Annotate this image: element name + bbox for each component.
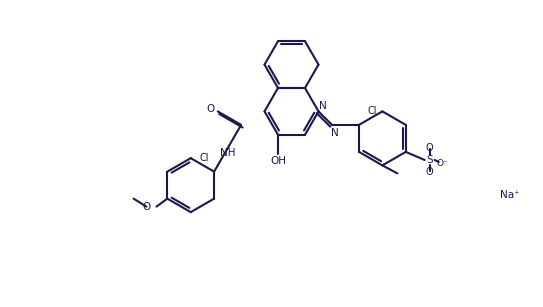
Text: Cl: Cl <box>368 107 377 116</box>
Text: N: N <box>319 101 326 111</box>
Text: Na⁺: Na⁺ <box>500 190 520 200</box>
Text: O: O <box>142 202 150 212</box>
Text: O⁻: O⁻ <box>437 159 449 169</box>
Text: O: O <box>426 143 433 153</box>
Text: Cl: Cl <box>200 153 210 163</box>
Text: O: O <box>426 167 433 177</box>
Text: NH: NH <box>220 148 235 158</box>
Text: O: O <box>206 104 215 115</box>
Text: S: S <box>426 155 433 165</box>
Text: N: N <box>331 128 339 138</box>
Text: OH: OH <box>270 156 286 166</box>
